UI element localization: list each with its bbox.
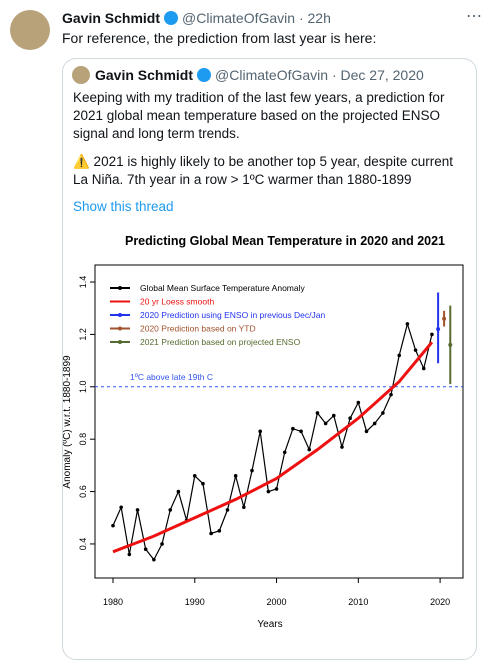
legend-label: 2020 Prediction using ENSO in previous D… (140, 310, 325, 320)
more-menu[interactable]: ⋯ (466, 8, 482, 25)
data-point (119, 505, 123, 510)
legend-label: Global Mean Surface Temperature Anomaly (140, 283, 305, 293)
data-point (111, 523, 115, 528)
prediction-point (448, 342, 453, 347)
data-point (201, 481, 205, 486)
data-point (250, 468, 254, 473)
data-point (323, 421, 328, 426)
data-point (421, 366, 426, 371)
x-tick-label: 1990 (185, 597, 205, 607)
prediction-point (436, 327, 441, 332)
data-point (340, 445, 344, 449)
series-line (112, 321, 433, 561)
data-point (348, 416, 352, 421)
y-tick-label: 0.4 (78, 538, 88, 551)
data-point (381, 411, 385, 415)
y-tick-label: 0.8 (78, 433, 88, 446)
data-point (192, 474, 197, 478)
data-point (266, 489, 271, 494)
series-line (112, 341, 434, 554)
data-point (233, 474, 238, 478)
data-point (331, 413, 336, 418)
data-point (389, 392, 393, 397)
data-point (364, 429, 369, 434)
legend-marker (118, 326, 122, 331)
y-tick-label: 0.6 (78, 485, 88, 498)
data-point (397, 353, 402, 358)
data-point (405, 322, 410, 326)
data-point (430, 332, 434, 337)
data-point (160, 542, 164, 546)
show-thread-link[interactable]: Show this thread (73, 199, 174, 214)
quote-author-name: Gavin Schmidt (95, 67, 194, 83)
quote-avatar (72, 66, 90, 84)
data-point (176, 489, 181, 494)
data-point (282, 450, 287, 455)
quote-header: Gavin Schmidt @ClimateOfGavin · Dec 27, 2… (95, 67, 424, 85)
quote-handle: @ClimateOfGavin · Dec 27, 2020 (215, 67, 424, 83)
data-point (168, 508, 173, 512)
data-point (152, 557, 156, 562)
legend-marker (118, 340, 122, 344)
y-tick-label: 1.2 (78, 328, 88, 341)
data-point (258, 429, 262, 434)
x-tick-label: 2000 (267, 597, 287, 607)
data-point (372, 421, 377, 426)
y-tick-label: 1.0 (78, 381, 88, 394)
handle[interactable]: @ClimateOfGavin · 22h (182, 10, 331, 26)
reference-label: 1ºC above late 19th C (130, 372, 213, 382)
x-tick-label: 2010 (348, 597, 368, 607)
legend-marker (118, 313, 122, 317)
data-point (356, 400, 361, 405)
data-point (143, 547, 148, 551)
y-axis-label: Anomaly (ºC) w.r.t. 1880-1899 (63, 355, 73, 489)
data-point (413, 348, 418, 352)
plot-box (94, 264, 464, 579)
tweet-header: Gavin Schmidt @ClimateOfGavin · 22h (62, 10, 331, 28)
quote-paragraph: Keeping with my tradition of the last fe… (73, 90, 445, 141)
verified-badge (197, 68, 212, 82)
tweet-text: For reference, the prediction from last … (62, 30, 377, 46)
legend-label: 2020 Prediction based on YTD (140, 324, 256, 334)
y-tick-label: 1.4 (78, 276, 88, 289)
author-name[interactable]: Gavin Schmidt (62, 10, 161, 26)
chart-title: Predicting Global Mean Temperature in 20… (125, 234, 445, 248)
verified-badge (164, 11, 179, 25)
page: Gavin Schmidt @ClimateOfGavin · 22h ⋯ For… (10, 8, 482, 660)
x-axis-label: Years (257, 619, 282, 630)
quote-paragraph: ⚠️ 2021 is highly likely to be another t… (73, 154, 454, 187)
legend-label: 2021 Prediction based on projected ENSO (140, 337, 301, 347)
quote-card[interactable]: Gavin Schmidt @ClimateOfGavin · Dec 27, 2… (62, 58, 477, 660)
legend-label: 20 yr Loess smooth (140, 297, 214, 307)
data-point (315, 411, 320, 415)
data-point (135, 508, 140, 512)
data-point (274, 487, 279, 491)
quote-body: Keeping with my tradition of the last fe… (73, 89, 471, 214)
avatar[interactable] (10, 10, 50, 50)
data-point (127, 552, 132, 557)
data-point (225, 508, 230, 512)
data-point (242, 505, 246, 510)
data-point (299, 429, 303, 434)
data-point (217, 529, 222, 533)
legend-marker (118, 286, 122, 290)
x-tick-label: 1980 (103, 597, 123, 607)
x-tick-label: 2020 (430, 597, 450, 607)
data-point (307, 447, 312, 452)
chart: Predicting Global Mean Temperature in 20… (63, 234, 464, 630)
prediction-point (442, 316, 447, 321)
data-point (291, 426, 295, 431)
data-point (209, 531, 213, 536)
